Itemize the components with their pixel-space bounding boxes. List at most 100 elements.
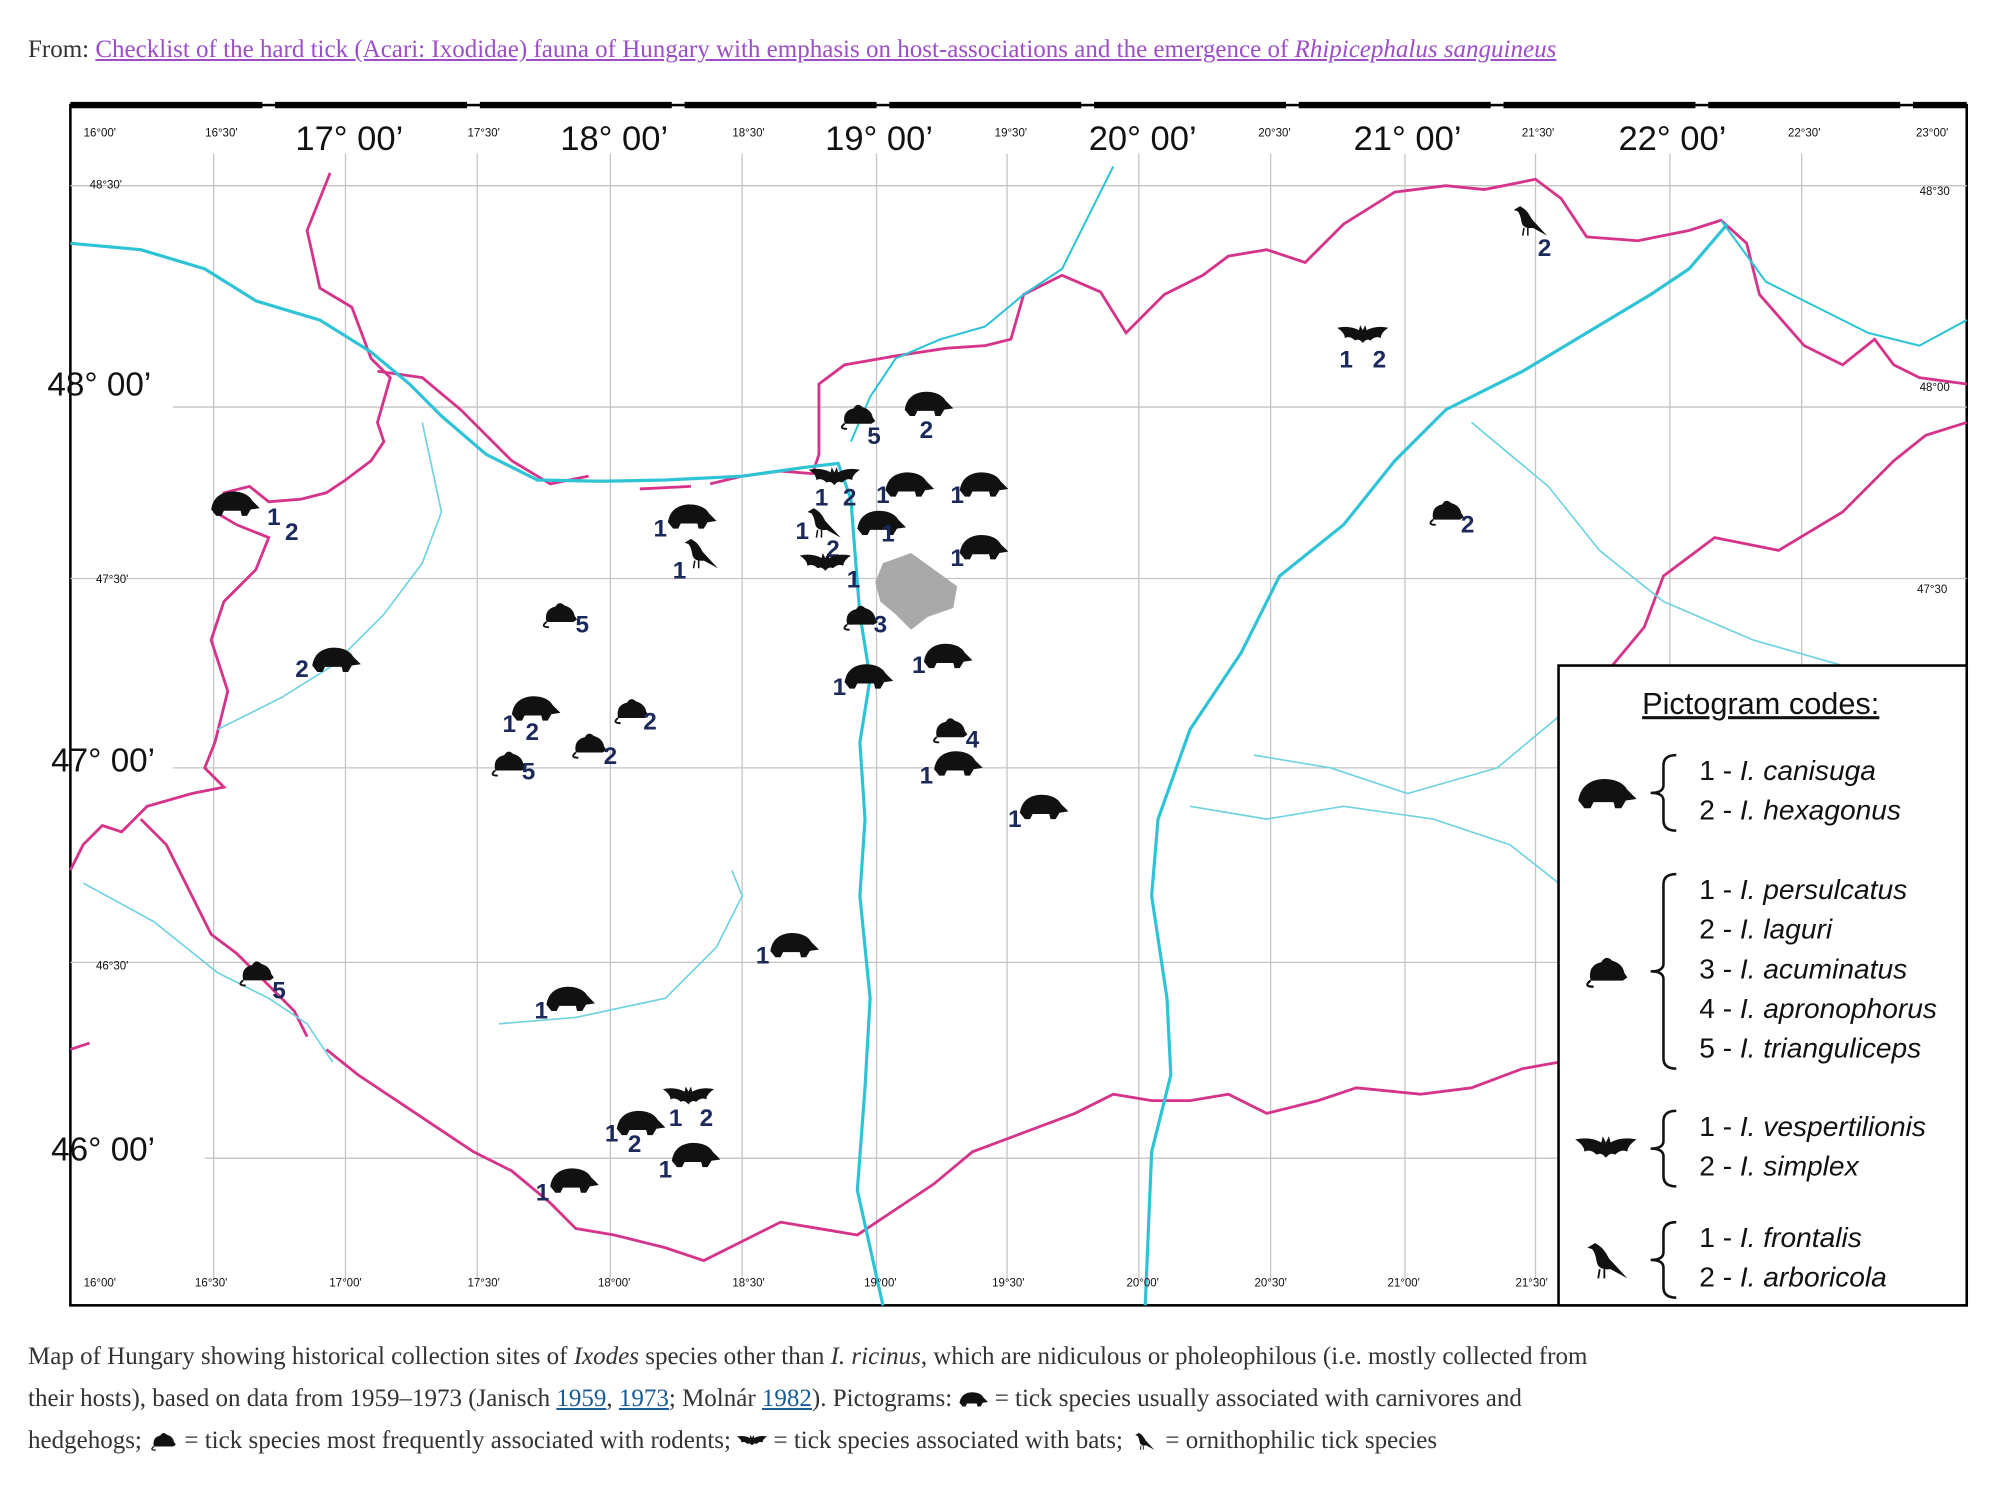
site-code: 1 — [1339, 346, 1353, 373]
brace — [1650, 1109, 1677, 1188]
coordinate-label: 48° 00’ — [47, 366, 151, 403]
site-code: 1 — [267, 504, 281, 531]
legend-species: I. persulcatus — [1740, 874, 1907, 905]
coordinate-label: 19° 00’ — [825, 120, 933, 158]
reference-link[interactable]: 1982 — [761, 1385, 812, 1412]
legend-species: I. acuminatus — [1740, 954, 1907, 985]
site-code: 1 — [847, 567, 861, 594]
site-code: 1 — [1008, 806, 1022, 833]
rodent-icon — [148, 1430, 178, 1452]
legend-entry: 4 - I. apronophorus — [1699, 993, 1937, 1024]
caption-text: hedgehogs; — [28, 1427, 142, 1454]
site-code: 2 — [700, 1105, 714, 1132]
legend-code: 2 - — [1699, 914, 1732, 945]
caption-text: , — [606, 1385, 613, 1412]
coordinate-label: 18° 00’ — [560, 120, 668, 158]
site-code: 4 — [966, 726, 980, 753]
source-link[interactable]: Checklist of the hard tick (Acari: Ixodi… — [95, 36, 1556, 63]
legend-code: 2 - — [1699, 1151, 1732, 1182]
legend-entry: 2 - I. simplex — [1699, 1151, 1859, 1182]
caption-text: = tick species most frequently associate… — [184, 1427, 731, 1454]
caption-italic: Ixodes — [573, 1343, 639, 1370]
source-link-title: Checklist of the hard tick (Acari: Ixodi… — [95, 36, 1289, 63]
legend-code: 1 - — [1699, 1111, 1732, 1142]
legend-code: 5 - — [1699, 1033, 1732, 1064]
site-code: 2 — [526, 719, 540, 746]
site-code: 2 — [843, 485, 857, 512]
coordinate-label: 46° 00’ — [51, 1132, 155, 1169]
site-code: 1 — [876, 482, 890, 509]
caption-text: Map of Hungary showing historical collec… — [28, 1343, 568, 1370]
coordinate-labels: 16°00' 16°30' 17°30' 18°30' 19°30' 20°30' 21°3… — [47, 120, 1949, 1290]
site-code: 2 — [295, 656, 309, 683]
reference-link[interactable]: 1973 — [618, 1385, 669, 1412]
site-code: 2 — [920, 417, 934, 444]
site-code: 1 — [833, 674, 847, 701]
coordinate-label: 21°00' — [1388, 1278, 1420, 1290]
legend-code: 3 - — [1699, 954, 1732, 985]
coordinate-label: 20°00' — [1126, 1278, 1158, 1290]
site-code: 5 — [522, 758, 536, 785]
site-code: 5 — [272, 977, 286, 1004]
legend-entry: 5 - I. trianguliceps — [1699, 1033, 1921, 1064]
legend-entry: 1 - I. persulcatus — [1699, 874, 1907, 905]
site-code: 1 — [536, 1179, 550, 1206]
legend: Pictogram codes: 1 - I. canisuga 2 - I. hex… — [1557, 664, 1969, 1307]
coordinate-label: 19°00' — [864, 1278, 896, 1290]
coordinate-label: 17° 00’ — [295, 120, 403, 158]
legend-species: I. laguri — [1740, 914, 1833, 945]
legend-title: Pictogram codes: — [1642, 686, 1879, 721]
legend-species: I. canisuga — [1740, 755, 1876, 786]
coordinate-label: 22° 00’ — [1618, 120, 1726, 158]
caption: Map of Hungary showing historical collec… — [28, 1336, 1587, 1462]
site-code: 3 — [874, 611, 888, 638]
site-code: 2 — [1538, 235, 1552, 262]
caption-text: their hosts), based on data from 1959–19… — [28, 1385, 551, 1412]
caption-text: = ornithophilic tick species — [1165, 1427, 1438, 1454]
brace — [1650, 872, 1677, 1070]
legend-code: 1 - — [1699, 874, 1732, 905]
legend-entry: 3 - I. acuminatus — [1699, 954, 1907, 985]
source-line: From: Checklist of the hard tick (Acari:… — [28, 36, 1556, 64]
coordinate-label: 17°00' — [329, 1278, 361, 1290]
site-code: 2 — [1373, 346, 1387, 373]
legend-entry: 2 - I. arboricola — [1699, 1262, 1887, 1293]
bat-icon — [737, 1430, 767, 1452]
site-code: 2 — [285, 519, 299, 546]
legend-code: 4 - — [1699, 993, 1732, 1024]
site-code: 1 — [503, 711, 517, 738]
site-code: 1 — [669, 1105, 683, 1132]
legend-box — [1557, 664, 1969, 1307]
site-code: 1 — [654, 515, 668, 542]
reference-link[interactable]: 1959 — [556, 1385, 607, 1412]
legend-entry: 2 - I. laguri — [1699, 914, 1833, 945]
site-code: 1 — [796, 518, 810, 545]
coordinate-label: 16°00' — [84, 127, 116, 139]
bird-icon — [1129, 1430, 1159, 1452]
legend-species: I. simplex — [1740, 1151, 1860, 1182]
legend-code: 1 - — [1699, 1223, 1732, 1254]
coordinate-label: 21°30' — [1522, 127, 1554, 139]
caption-text: = tick species usually associated with c… — [994, 1385, 1522, 1412]
coordinate-label: 18°00' — [598, 1278, 630, 1290]
legend-entry: 1 - I. canisuga — [1699, 755, 1876, 786]
coordinate-label: 47° 00’ — [51, 743, 155, 780]
site-code: 1 — [535, 998, 549, 1025]
site-code: 5 — [575, 611, 589, 638]
coordinate-label: 18°30' — [732, 127, 764, 139]
coordinate-label: 21°30' — [1515, 1278, 1547, 1290]
coordinate-label: 20° 00’ — [1089, 120, 1197, 158]
legend-code: 1 - — [1699, 755, 1732, 786]
legend-species: I. vespertilionis — [1740, 1111, 1926, 1142]
site-code: 1 — [912, 652, 926, 679]
coordinate-label: 48°30' — [90, 180, 122, 192]
coordinate-label: 17°30' — [467, 1278, 499, 1290]
coordinate-label: 48°00 — [1920, 382, 1950, 394]
legend-species: I. trianguliceps — [1740, 1033, 1921, 1064]
site-code: 1 — [815, 485, 829, 512]
coordinate-label: 16°30' — [205, 127, 237, 139]
coordinate-label: 20°30' — [1258, 127, 1290, 139]
site-code: 1 — [920, 762, 934, 789]
